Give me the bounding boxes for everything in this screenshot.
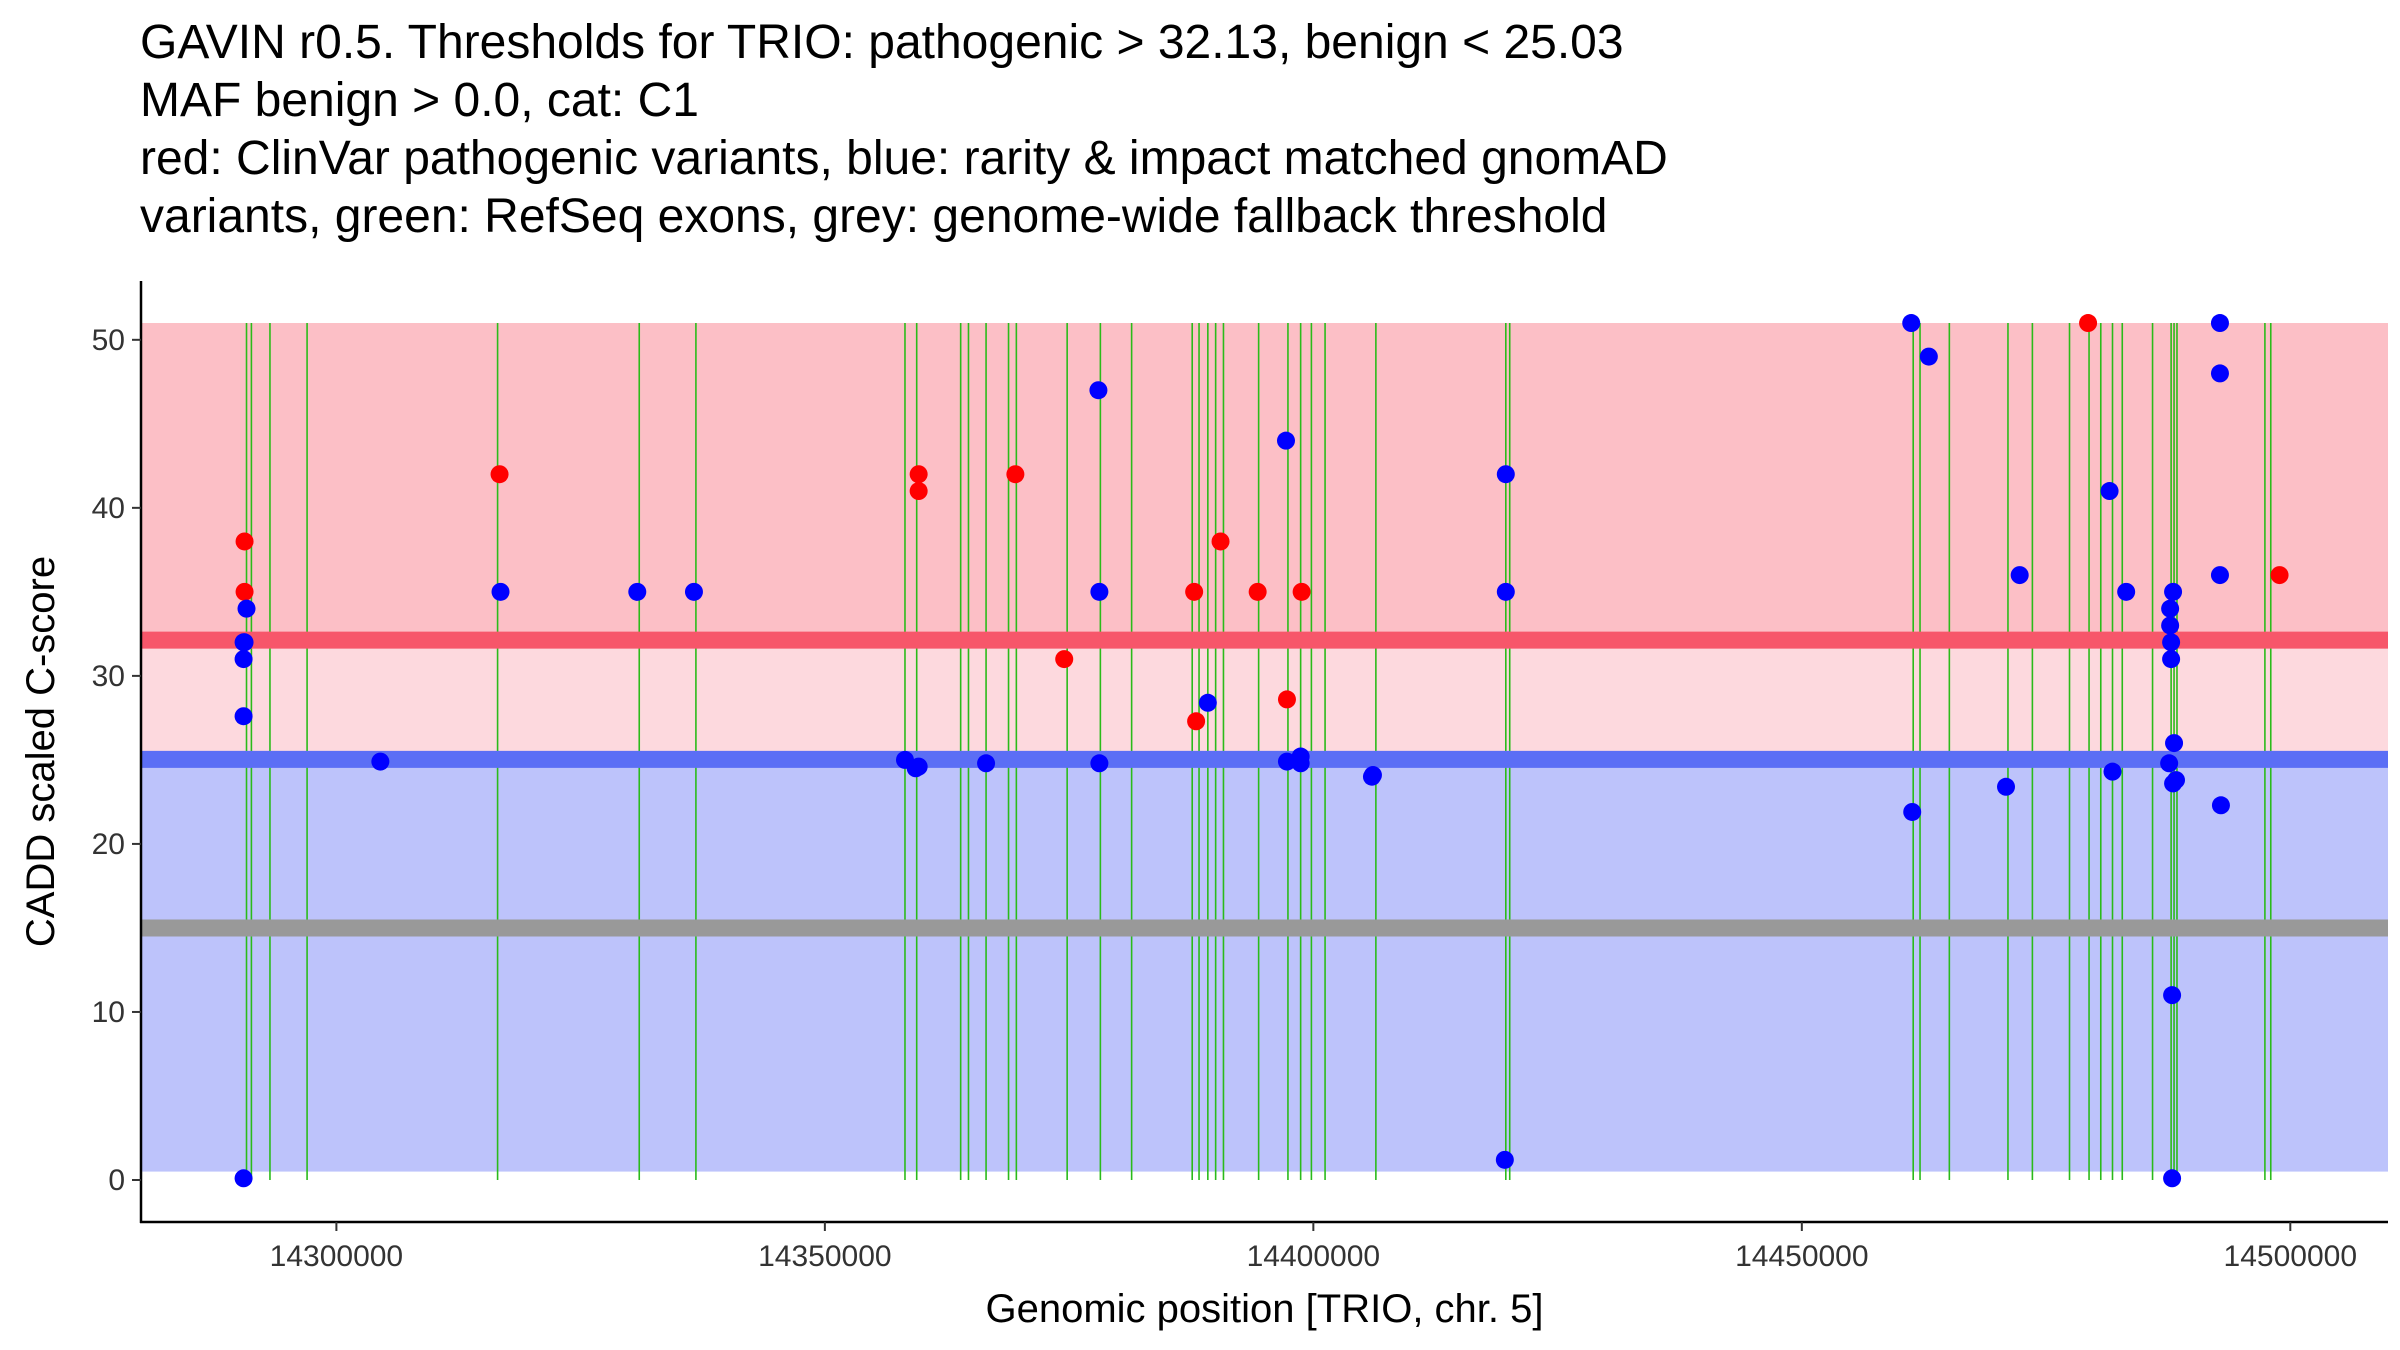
y-axis-label: CADD scaled C-score <box>19 556 63 947</box>
gnomad-point <box>2167 771 2186 790</box>
x-tick-label: 14500000 <box>2224 1240 2357 1273</box>
title-line-4: variants, green: RefSeq exons, grey: gen… <box>140 190 1608 243</box>
gnomad-point <box>1496 582 1515 601</box>
intermediate-zone <box>141 640 2388 760</box>
threshold-lines <box>141 631 2388 937</box>
gnomad-point <box>491 582 510 601</box>
clinvar-point <box>1055 650 1074 669</box>
gnomad-point <box>237 599 256 618</box>
clinvar-point <box>235 532 254 551</box>
clinvar-point <box>2270 566 2289 585</box>
gnomad-point <box>2163 1169 2182 1188</box>
gnomad-point <box>1997 777 2016 796</box>
benign-zone <box>141 759 2388 1172</box>
gnomad-point <box>2010 566 2029 585</box>
gnomad-point <box>2210 314 2229 333</box>
gnomad-point <box>371 752 390 771</box>
clinvar-point <box>490 465 509 484</box>
gnomad-point <box>2210 364 2229 383</box>
clinvar-point <box>1006 465 1025 484</box>
title-line-2: MAF benign > 0.0, cat: C1 <box>140 74 699 127</box>
clinvar-point <box>909 482 928 501</box>
y-tick-label: 10 <box>92 996 125 1029</box>
gnomad-point <box>235 633 254 652</box>
threshold-bands <box>141 323 2388 1172</box>
x-axis-label: Genomic position [TRIO, chr. 5] <box>986 1287 1544 1331</box>
gnomad-point <box>2210 566 2229 585</box>
gnomad-point <box>684 582 703 601</box>
clinvar-point <box>1187 712 1206 731</box>
clinvar-point <box>1211 532 1230 551</box>
gnomad-point <box>1277 752 1296 771</box>
gnomad-point <box>234 650 253 669</box>
gnomad-point <box>2160 754 2179 773</box>
gnomad-point <box>628 582 647 601</box>
gnomad-point <box>1089 381 1108 400</box>
clinvar-point <box>2079 314 2098 333</box>
gnomad-point <box>2100 482 2119 501</box>
gnomad-point <box>1090 754 1109 773</box>
gnomad-point <box>2165 734 2184 753</box>
gnomad-point <box>2117 582 2136 601</box>
y-tick-label: 40 <box>92 492 125 525</box>
x-tick-label: 14400000 <box>1247 1240 1380 1273</box>
clinvar-point <box>1248 582 1267 601</box>
gnomad-point <box>1919 347 1938 366</box>
gnomad-point <box>1902 314 1921 333</box>
y-tick-label: 20 <box>92 828 125 861</box>
gnomad-point <box>2163 986 2182 1005</box>
x-tick-label: 14450000 <box>1735 1240 1868 1273</box>
gnomad-point <box>234 707 253 726</box>
gnomad-point <box>1198 693 1217 712</box>
gnomad-point <box>1496 465 1515 484</box>
gnomad-point <box>977 754 996 773</box>
x-tick-label: 14350000 <box>758 1240 891 1273</box>
gnomad-point <box>1495 1150 1514 1169</box>
title-line-1: GAVIN r0.5. Thresholds for TRIO: pathoge… <box>140 16 1624 69</box>
gnomad-point <box>2162 650 2181 669</box>
gnomad-point <box>2162 633 2181 652</box>
clinvar-point <box>1292 582 1311 601</box>
clinvar-point <box>1185 582 1204 601</box>
clinvar-point <box>235 582 254 601</box>
gnomad-point <box>1090 582 1109 601</box>
title-line-3: red: ClinVar pathogenic variants, blue: … <box>140 132 1668 185</box>
gnomad-point <box>2164 582 2183 601</box>
gnomad-point <box>1291 754 1310 773</box>
clinvar-point <box>909 465 928 484</box>
clinvar-point <box>1277 690 1296 709</box>
gnomad-point <box>234 1169 253 1188</box>
gnomad-point <box>1363 766 1382 785</box>
gnomad-point <box>2103 762 2122 781</box>
gnomad-point <box>1276 431 1295 450</box>
variant-points <box>234 314 2289 1188</box>
y-tick-label: 30 <box>92 660 125 693</box>
gnomad-point <box>909 757 928 776</box>
gnomad-point <box>2211 796 2230 815</box>
gnomad-point <box>2161 616 2180 635</box>
gnomad-point <box>2161 599 2180 618</box>
y-tick-label: 0 <box>108 1164 125 1197</box>
axes: 0 10 20 30 40 50 14300000 14350000 14400000 14450… <box>92 281 2388 1273</box>
gnomad-point <box>1903 802 1922 821</box>
y-tick-label: 50 <box>92 324 125 357</box>
x-tick-label: 14300000 <box>270 1240 403 1273</box>
chart-title: GAVIN r0.5. Thresholds for TRIO: pathoge… <box>140 14 1668 246</box>
